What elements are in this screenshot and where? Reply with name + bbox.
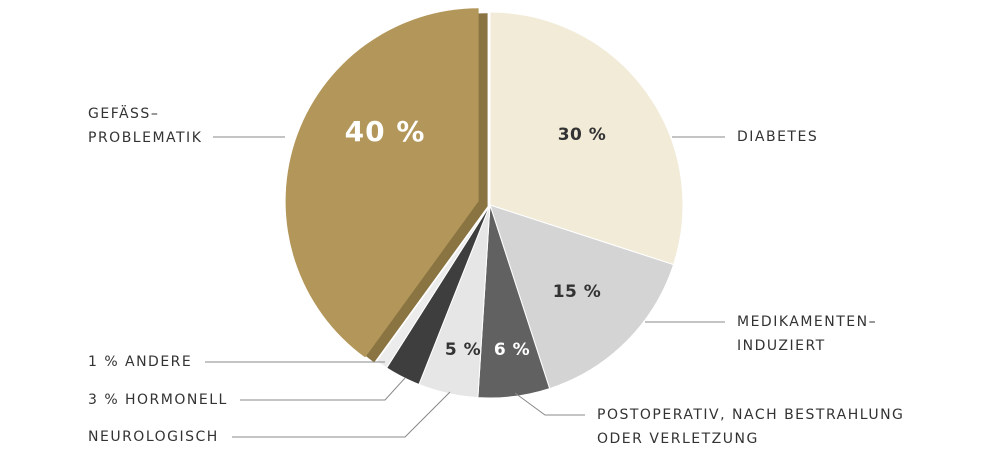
- category-line: PROBLEMATIK: [88, 130, 202, 146]
- category-line: ANDERE: [125, 354, 192, 370]
- category-line: MEDIKAMENTEN–: [737, 314, 877, 330]
- category-label: MEDIKAMENTEN– INDUZIERT: [737, 314, 877, 354]
- category-label: ANDERE: [125, 354, 192, 370]
- leader-line: [232, 391, 451, 438]
- leader-line: [514, 392, 585, 416]
- value-label: 40 %: [345, 115, 426, 148]
- category-label: DIABETES: [737, 129, 818, 145]
- value-label: 3 %: [88, 392, 119, 408]
- pie-slice: [375, 204, 491, 369]
- category-label: HORMONELL: [125, 392, 228, 408]
- category-line: DIABETES: [737, 129, 818, 145]
- category-line: POSTOPERATIV, NACH BESTRAHLUNG: [597, 407, 904, 423]
- category-line: ODER VERLETZUNG: [597, 431, 759, 447]
- value-label: 5 %: [445, 340, 481, 360]
- leader-line: [240, 377, 406, 401]
- pie-slice: [489, 204, 675, 390]
- pie-slice: [285, 8, 479, 358]
- category-label: NEUROLOGISCH: [88, 429, 219, 445]
- category-line: GEFÄSS–: [88, 104, 159, 122]
- value-label: 6 %: [494, 340, 530, 360]
- category-line: NEUROLOGISCH: [88, 429, 219, 445]
- category-line: INDUZIERT: [737, 338, 826, 354]
- category-line: HORMONELL: [125, 392, 228, 408]
- category-label: POSTOPERATIV, NACH BESTRAHLUNG ODER VERLE…: [597, 407, 904, 447]
- category-label: GEFÄSS– PROBLEMATIK: [88, 104, 202, 146]
- value-label: 30 %: [558, 125, 607, 145]
- value-label: 15 %: [553, 282, 602, 302]
- pie-slice: [489, 11, 684, 266]
- value-label: 1 %: [88, 354, 119, 370]
